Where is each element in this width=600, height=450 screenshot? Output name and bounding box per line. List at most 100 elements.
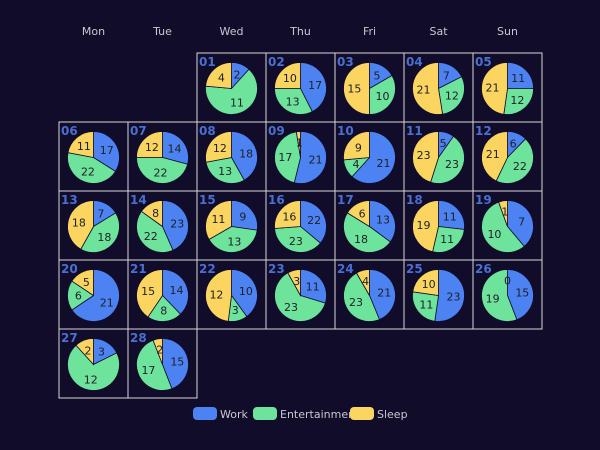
pie-slice-sleep[interactable]	[412, 200, 439, 253]
pie-slice-work[interactable]	[162, 131, 189, 165]
slice-label-sleep: 21	[416, 84, 430, 97]
slice-label-work: 5	[440, 137, 447, 150]
weekday-header: Mon Tue Wed Thu Fri Sat Sun	[82, 25, 518, 38]
pie-slice-sleep[interactable]	[498, 200, 508, 227]
pie-slice-entertainment[interactable]	[438, 76, 465, 115]
pie-slice-sleep[interactable]	[75, 338, 94, 366]
pie-slice-entertainment[interactable]	[343, 272, 380, 322]
pie-slice-entertainment[interactable]	[369, 74, 396, 115]
pie-slice-work[interactable]	[434, 269, 465, 322]
pie-slice-entertainment[interactable]	[136, 210, 174, 253]
pie-slice-sleep[interactable]	[343, 62, 370, 115]
day-number: 03	[337, 55, 354, 69]
pie-slice-entertainment[interactable]	[67, 344, 120, 391]
pie-slice-sleep[interactable]	[343, 131, 370, 161]
weekday-label: Mon	[82, 25, 105, 38]
pie-slice-work[interactable]	[507, 62, 534, 89]
pie-slice-entertainment[interactable]	[147, 294, 182, 322]
pie-slice-sleep[interactable]	[274, 62, 301, 89]
pie-slice-entertainment[interactable]	[136, 339, 173, 391]
legend-item[interactable]: Sleep	[350, 407, 408, 421]
day-cell: 23 22 8 14	[127, 190, 198, 261]
pie-slice-entertainment[interactable]	[430, 135, 465, 184]
pie-slice-sleep[interactable]	[346, 200, 370, 228]
pie-slice-work[interactable]	[369, 269, 396, 321]
pie-slice-work[interactable]	[293, 131, 327, 184]
slice-label-work: 14	[169, 284, 183, 297]
pie-slice-sleep[interactable]	[140, 200, 163, 228]
day-cell: 18 13 12 08	[196, 121, 267, 192]
pie-slice-sleep[interactable]	[205, 131, 232, 163]
slice-label-sleep: 4	[362, 275, 369, 288]
pie-slice-entertainment[interactable]	[205, 68, 258, 115]
pie-slice-entertainment[interactable]	[67, 152, 117, 184]
legend-swatch	[350, 407, 374, 420]
pie-slice-work[interactable]	[300, 62, 327, 113]
day-cell: 22 23 16 16	[265, 190, 336, 261]
pie-slice-sleep[interactable]	[355, 269, 370, 297]
slice-label-sleep: 1	[296, 136, 303, 149]
pie-slice-work[interactable]	[231, 269, 258, 318]
pie-slice-sleep[interactable]	[481, 131, 508, 182]
pie-slice-work[interactable]	[71, 269, 120, 322]
pie-slice-work[interactable]	[507, 200, 534, 247]
pie-slice-entertainment[interactable]	[274, 226, 322, 253]
pie-slice-work[interactable]	[162, 269, 189, 315]
pie-slice-work[interactable]	[438, 200, 465, 230]
slice-label-entertainment: 23	[445, 158, 459, 171]
pie-slice-entertainment[interactable]	[136, 157, 189, 184]
pie-slice-sleep[interactable]	[136, 131, 163, 158]
slice-label-entertainment: 11	[419, 299, 433, 312]
pie-slice-work[interactable]	[231, 131, 258, 181]
pie-slice-work[interactable]	[162, 338, 189, 390]
pie-slice-sleep[interactable]	[412, 269, 439, 296]
pie-slice-entertainment[interactable]	[495, 138, 534, 184]
pie-slice-sleep[interactable]	[67, 200, 94, 250]
pie-slice-entertainment[interactable]	[80, 212, 120, 253]
pie-slice-entertainment[interactable]	[274, 131, 301, 184]
day-number: 05	[475, 55, 492, 69]
pie-slice-sleep[interactable]	[412, 62, 444, 115]
pie-slice-entertainment[interactable]	[274, 88, 313, 115]
pie-slice-sleep[interactable]	[481, 62, 508, 115]
legend-item[interactable]: Work	[193, 407, 248, 421]
pie-slice-entertainment[interactable]	[343, 212, 391, 253]
pie-slice-entertainment[interactable]	[432, 226, 465, 253]
pie-slice-work[interactable]	[231, 200, 258, 231]
pie-slice-entertainment[interactable]	[412, 291, 439, 322]
pie-slice-sleep[interactable]	[152, 338, 163, 365]
pie-slice-sleep[interactable]	[67, 131, 94, 158]
legend[interactable]: Work Entertainment Sleep	[193, 407, 408, 421]
slice-label-sleep: 8	[152, 207, 159, 220]
pie-slice-entertainment[interactable]	[205, 157, 245, 184]
legend-item[interactable]: Entertainment	[253, 407, 360, 421]
day-number: 08	[199, 124, 216, 138]
slice-label-work: 2	[233, 68, 240, 81]
pie-slice-entertainment[interactable]	[481, 201, 525, 253]
slice-label-work: 7	[97, 207, 104, 220]
pie-slice-work[interactable]	[300, 200, 327, 244]
slice-label-sleep: 3	[293, 275, 300, 288]
pie-slice-sleep[interactable]	[205, 200, 232, 241]
pie-slice-work[interactable]	[300, 269, 327, 304]
weekday-label: Sun	[497, 25, 518, 38]
pie-slice-sleep[interactable]	[274, 200, 301, 229]
pie-slice-sleep[interactable]	[205, 62, 232, 89]
pie-slice-sleep[interactable]	[205, 269, 232, 322]
pie-slice-work[interactable]	[369, 200, 396, 243]
slice-label-entertainment: 12	[510, 94, 524, 107]
pie-slice-sleep[interactable]	[287, 269, 301, 298]
pie-slice-entertainment[interactable]	[503, 88, 534, 115]
pie-slice-entertainment[interactable]	[481, 269, 518, 322]
pie-slice-work[interactable]	[162, 200, 189, 251]
legend-swatch	[253, 407, 277, 420]
pie-slice-work[interactable]	[351, 131, 396, 184]
pie-slice-sleep[interactable]	[412, 131, 439, 183]
day-cell: 17 13 10 02	[265, 52, 336, 123]
pie-slice-sleep[interactable]	[136, 269, 163, 318]
pie-slice-entertainment[interactable]	[274, 272, 326, 322]
pie-slice-sleep[interactable]	[295, 131, 301, 158]
pie-slice-sleep[interactable]	[71, 269, 94, 297]
pie-slice-work[interactable]	[507, 269, 534, 321]
slice-label-entertainment: 23	[289, 235, 303, 248]
